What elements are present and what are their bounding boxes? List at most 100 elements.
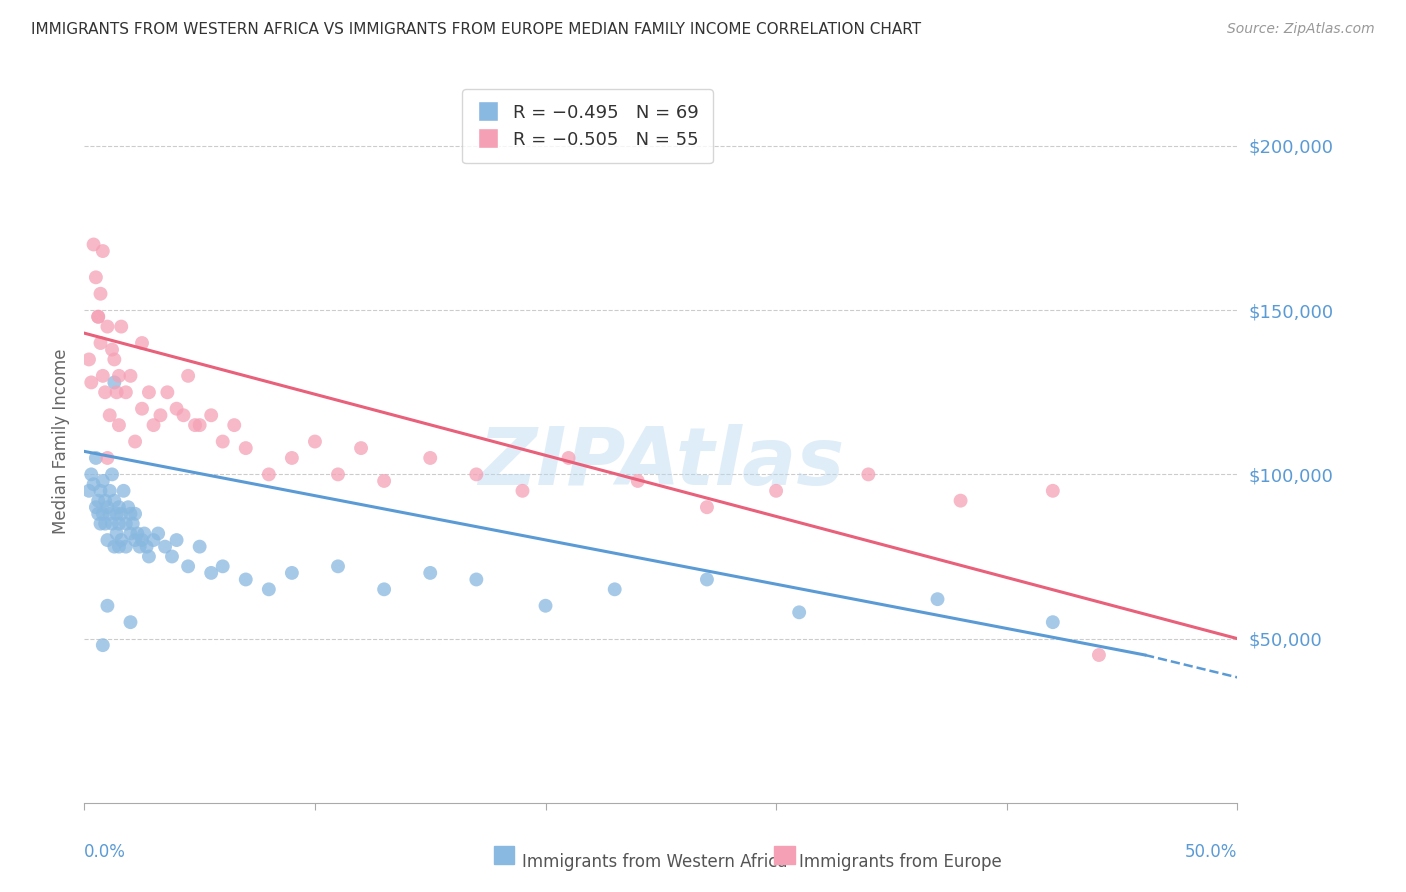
Point <box>96 319 118 334</box>
Point <box>696 500 718 515</box>
Point <box>124 507 146 521</box>
Point <box>235 441 257 455</box>
Point <box>84 500 107 515</box>
Point <box>787 605 810 619</box>
Point <box>326 467 349 482</box>
Point <box>120 368 142 383</box>
Point <box>350 441 373 455</box>
Point <box>108 418 131 433</box>
Point <box>257 582 280 597</box>
Point <box>87 310 110 324</box>
Point <box>211 434 233 449</box>
Point <box>131 401 153 416</box>
Point <box>1088 648 1111 662</box>
Text: Source: ZipAtlas.com: Source: ZipAtlas.com <box>1227 22 1375 37</box>
Point <box>96 500 118 515</box>
Point <box>257 467 280 482</box>
Point <box>101 516 124 531</box>
Point <box>91 474 114 488</box>
Point <box>949 493 972 508</box>
Point <box>108 368 131 383</box>
Point <box>124 434 146 449</box>
Point <box>138 385 160 400</box>
Point <box>627 474 650 488</box>
Point <box>105 526 128 541</box>
Point <box>124 533 146 547</box>
Point <box>91 638 114 652</box>
Point <box>120 615 142 630</box>
Point <box>173 409 195 423</box>
Point <box>115 540 138 554</box>
Point <box>557 450 579 465</box>
Point <box>927 592 949 607</box>
Point <box>98 507 121 521</box>
Point <box>98 483 121 498</box>
Point <box>696 573 718 587</box>
Text: Immigrants from Western Africa: Immigrants from Western Africa <box>523 854 787 871</box>
Point <box>131 533 153 547</box>
Point <box>419 450 441 465</box>
Point <box>128 540 150 554</box>
Point <box>94 493 117 508</box>
Point <box>108 516 131 531</box>
Point <box>373 582 395 597</box>
Point <box>465 573 488 587</box>
Point <box>211 559 233 574</box>
Point <box>84 450 107 465</box>
Point <box>142 418 165 433</box>
Point <box>177 368 200 383</box>
Point <box>87 310 110 324</box>
Point <box>115 516 138 531</box>
Point <box>131 336 153 351</box>
Point <box>105 507 128 521</box>
Point <box>112 483 135 498</box>
Point <box>153 540 176 554</box>
Point <box>235 573 257 587</box>
Text: 0.0%: 0.0% <box>84 843 127 861</box>
Point <box>101 467 124 482</box>
Point <box>281 566 304 580</box>
Point <box>96 533 118 547</box>
Point <box>184 418 207 433</box>
Point <box>83 477 105 491</box>
Point <box>177 559 200 574</box>
Point <box>105 385 128 400</box>
Point <box>1042 615 1064 630</box>
Point <box>110 319 132 334</box>
Point <box>94 516 117 531</box>
Point <box>200 566 222 580</box>
Text: Immigrants from Europe: Immigrants from Europe <box>799 854 1002 871</box>
Point <box>87 507 110 521</box>
Point <box>858 467 880 482</box>
Point <box>188 418 211 433</box>
Text: IMMIGRANTS FROM WESTERN AFRICA VS IMMIGRANTS FROM EUROPE MEDIAN FAMILY INCOME CO: IMMIGRANTS FROM WESTERN AFRICA VS IMMIGR… <box>31 22 921 37</box>
Point <box>89 336 111 351</box>
Point <box>96 599 118 613</box>
Point <box>419 566 441 580</box>
Point <box>103 376 125 390</box>
Point <box>96 450 118 465</box>
Point <box>146 526 169 541</box>
Point <box>89 286 111 301</box>
Point <box>91 368 114 383</box>
Point <box>127 526 149 541</box>
Bar <box>494 847 515 864</box>
Point <box>156 385 179 400</box>
Point <box>110 533 132 547</box>
Point <box>108 500 131 515</box>
Point <box>603 582 626 597</box>
Point <box>110 507 132 521</box>
Point <box>326 559 349 574</box>
Point <box>77 483 100 498</box>
Point <box>94 385 117 400</box>
Bar <box>773 847 794 864</box>
Point <box>80 467 103 482</box>
Point <box>103 540 125 554</box>
Point <box>121 516 143 531</box>
Legend: R = −​0.495   N = 69, R = −​0.505   N = 55: R = −​0.495 N = 69, R = −​0.505 N = 55 <box>463 89 713 163</box>
Point <box>84 270 107 285</box>
Point <box>142 533 165 547</box>
Point <box>281 450 304 465</box>
Point <box>103 352 125 367</box>
Point <box>304 434 326 449</box>
